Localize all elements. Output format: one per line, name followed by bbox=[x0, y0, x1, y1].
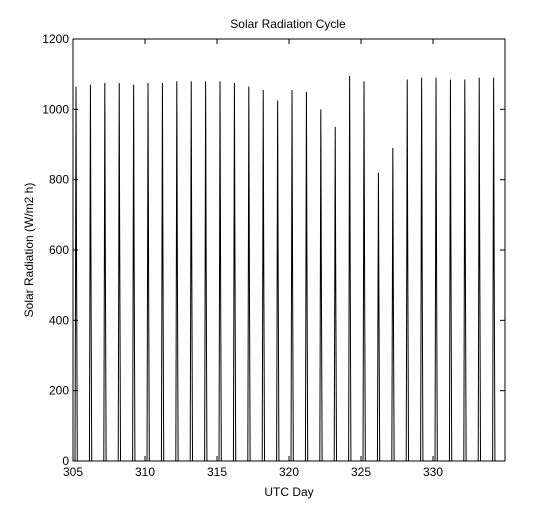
x-tick-label: 305 bbox=[63, 465, 83, 479]
y-tick-label: 1200 bbox=[42, 32, 69, 46]
y-tick-label: 1000 bbox=[42, 102, 69, 116]
x-tick-label: 310 bbox=[135, 465, 155, 479]
x-axis: 305 310 315 320 325 330 bbox=[63, 39, 443, 479]
y-tick-label: 800 bbox=[49, 173, 69, 187]
y-tick-label: 0 bbox=[62, 454, 69, 468]
chart-title: Solar Radiation Cycle bbox=[230, 17, 346, 31]
y-tick-label: 200 bbox=[49, 384, 69, 398]
x-tick-label: 320 bbox=[279, 465, 299, 479]
y-axis-label: Solar Radiation (W/m2 h) bbox=[22, 183, 36, 318]
x-tick-label: 325 bbox=[351, 465, 371, 479]
x-axis-label: UTC Day bbox=[264, 485, 313, 499]
y-axis: 0 200 400 600 800 1000 1200 bbox=[42, 32, 505, 468]
y-tick-label: 400 bbox=[49, 313, 69, 327]
y-tick-label: 600 bbox=[49, 243, 69, 257]
x-tick-label: 330 bbox=[423, 465, 443, 479]
x-tick-label: 315 bbox=[207, 465, 227, 479]
